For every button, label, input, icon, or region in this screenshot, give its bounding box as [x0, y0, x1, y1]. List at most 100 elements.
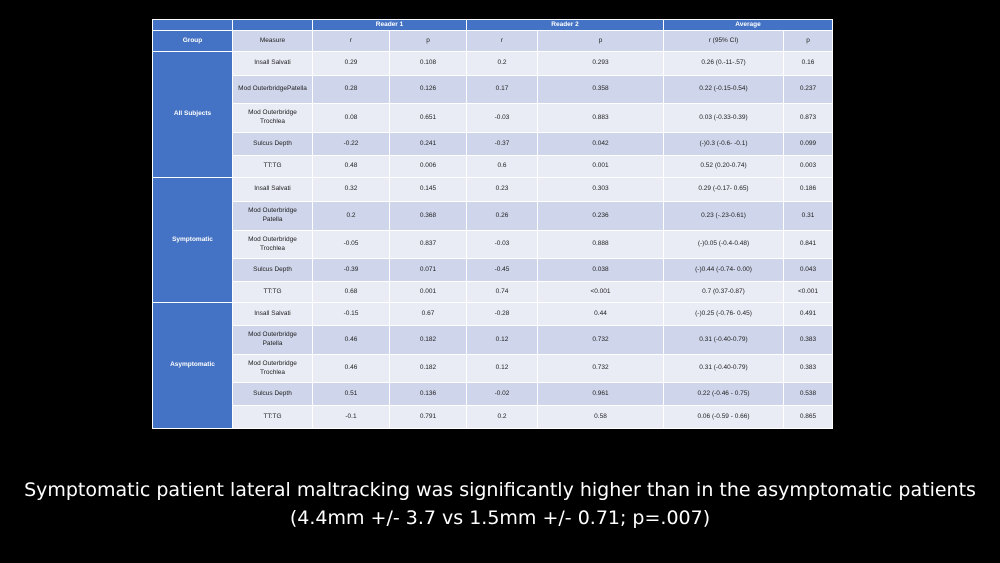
value-cell: 0.001 [537, 155, 664, 178]
value-cell: 0.28 [312, 75, 390, 104]
top-header-reader2: Reader 2 [466, 19, 664, 31]
value-cell: 0.042 [537, 132, 664, 156]
value-cell: 0.08 [312, 103, 390, 133]
column-header: p [782, 30, 834, 52]
value-cell: -0.22 [312, 132, 390, 156]
measure-cell: Insall Salvati [232, 302, 313, 326]
measure-cell: Mod Outerbridge Patella [232, 201, 313, 231]
value-cell: 0.358 [537, 75, 664, 104]
value-cell: 0.071 [389, 258, 467, 282]
value-cell: 0.68 [312, 281, 390, 303]
value-cell: 0.368 [389, 201, 467, 231]
measure-cell: Mod Outerbridge Trochlea [232, 103, 313, 133]
measure-cell: Sulcus Depth [232, 258, 313, 282]
value-cell: 0.23 (-.23-0.61) [663, 201, 784, 231]
value-cell: 0.16 [782, 51, 834, 76]
value-cell: 0.2 [466, 51, 538, 76]
measure-cell: Mod Outerbridge Trochlea [232, 354, 313, 383]
value-cell: 0.126 [389, 75, 467, 104]
value-cell: 0.841 [782, 230, 834, 259]
column-header: Measure [232, 30, 313, 52]
value-cell: 0.26 (0.-11-.57) [663, 51, 784, 76]
value-cell: -0.45 [466, 258, 538, 282]
value-cell: 0.182 [389, 325, 467, 355]
value-cell: 0.383 [782, 325, 834, 355]
value-cell: 0.48 [312, 155, 390, 178]
measure-cell: Insall Salvati [232, 51, 313, 76]
value-cell: 0.03 (-0.33-0.39) [663, 103, 784, 133]
value-cell: (-)0.44 (-0.74- 0.00) [663, 258, 784, 282]
value-cell: (-)0.25 (-0.76- 0.45) [663, 302, 784, 326]
value-cell: -0.03 [466, 230, 538, 259]
value-cell: 0.303 [537, 177, 664, 202]
measure-cell: Mod Outerbridge Patella [232, 325, 313, 355]
value-cell: 0.038 [537, 258, 664, 282]
measure-cell: Sulcus Depth [232, 382, 313, 406]
measure-cell: Mod OuterbridgePatella [232, 75, 313, 104]
value-cell: 0.383 [782, 354, 834, 383]
value-cell: 0.31 (-0.40-0.79) [663, 354, 784, 383]
top-header-reader1: Reader 1 [312, 19, 467, 31]
value-cell: -0.1 [312, 405, 390, 429]
column-header: p [537, 30, 664, 52]
value-cell: 0.46 [312, 325, 390, 355]
table-row: All Subjects Insall Salvati 0.29 0.108 0.2 0.… [152, 51, 834, 178]
group-cell: All Subjects [152, 51, 233, 178]
value-cell: 0.74 [466, 281, 538, 303]
value-cell: -0.15 [312, 302, 390, 326]
value-cell: 0.22 (-0.46 - 0.75) [663, 382, 784, 406]
value-cell: 0.099 [782, 132, 834, 156]
table-row: Asymptomatic Insall Salvati -0.15 0.67 -0.28… [152, 302, 834, 429]
measure-cell: Mod Outerbridge Trochlea [232, 230, 313, 259]
value-cell: 0.32 [312, 177, 390, 202]
value-cell: 0.538 [782, 382, 834, 406]
value-cell: 0.006 [389, 155, 467, 178]
table-row: Sulcus Depth -0.22 0.241 -0.37 0.042 (-)0.3 (… [153, 132, 834, 156]
value-cell: 0.108 [389, 51, 467, 76]
value-cell: -0.02 [466, 382, 538, 406]
table-row: Sulcus Depth 0.51 0.136 -0.02 0.961 0.22 (-0.… [153, 382, 834, 406]
value-cell: 0.732 [537, 325, 664, 355]
top-header-cell [152, 19, 233, 31]
value-cell: 0.873 [782, 103, 834, 133]
measure-cell: TT:TG [232, 281, 313, 303]
value-cell: 0.888 [537, 230, 664, 259]
value-cell: 0.491 [782, 302, 834, 326]
value-cell: (-)0.3 (-0.6- -0.1) [663, 132, 784, 156]
table-row: Mod Outerbridge Trochlea 0.08 0.651 -0.03 0.… [153, 103, 834, 133]
value-cell: -0.39 [312, 258, 390, 282]
value-cell: 0.29 (-0.17- 0.65) [663, 177, 784, 202]
value-cell: <0.001 [537, 281, 664, 303]
value-cell: 0.7 (0.37-0.87) [663, 281, 784, 303]
value-cell: 0.58 [537, 405, 664, 429]
value-cell: 0.12 [466, 354, 538, 383]
value-cell: -0.28 [466, 302, 538, 326]
table-row: TT:TG 0.48 0.006 0.6 0.001 0.52 (0.20-0.74) 0.… [153, 155, 834, 178]
value-cell: 0.003 [782, 155, 834, 178]
table-row: Mod OuterbridgePatella 0.28 0.126 0.17 0.358… [153, 75, 834, 104]
group-cell: Asymptomatic [152, 302, 233, 429]
results-table: Reader 1 Reader 2 Average Group Measure … [152, 19, 834, 429]
value-cell: 0.46 [312, 354, 390, 383]
group-cell: Symptomatic [152, 177, 233, 303]
value-cell: 0.2 [466, 405, 538, 429]
value-cell: 0.145 [389, 177, 467, 202]
table-row: TT:TG 0.68 0.001 0.74 <0.001 0.7 (0.37-0.87) <… [153, 281, 834, 303]
table-row: Mod Outerbridge Patella 0.46 0.182 0.12 0.73… [153, 325, 834, 355]
measure-cell: TT:TG [232, 155, 313, 178]
value-cell: (-)0.05 (-0.4-0.48) [663, 230, 784, 259]
value-cell: 0.182 [389, 354, 467, 383]
value-cell: 0.22 (-0.15-0.54) [663, 75, 784, 104]
column-header: r (95% CI) [663, 30, 784, 52]
value-cell: 0.67 [389, 302, 467, 326]
value-cell: 0.186 [782, 177, 834, 202]
value-cell: 0.06 (-0.59 - 0.66) [663, 405, 784, 429]
measure-cell: TT:TG [232, 405, 313, 429]
value-cell: 0.837 [389, 230, 467, 259]
value-cell: 0.865 [782, 405, 834, 429]
value-cell: 0.26 [466, 201, 538, 231]
top-header-row: Reader 1 Reader 2 Average [152, 19, 834, 31]
top-header-cell [232, 19, 313, 31]
value-cell: <0.001 [782, 281, 834, 303]
value-cell: 0.44 [537, 302, 664, 326]
